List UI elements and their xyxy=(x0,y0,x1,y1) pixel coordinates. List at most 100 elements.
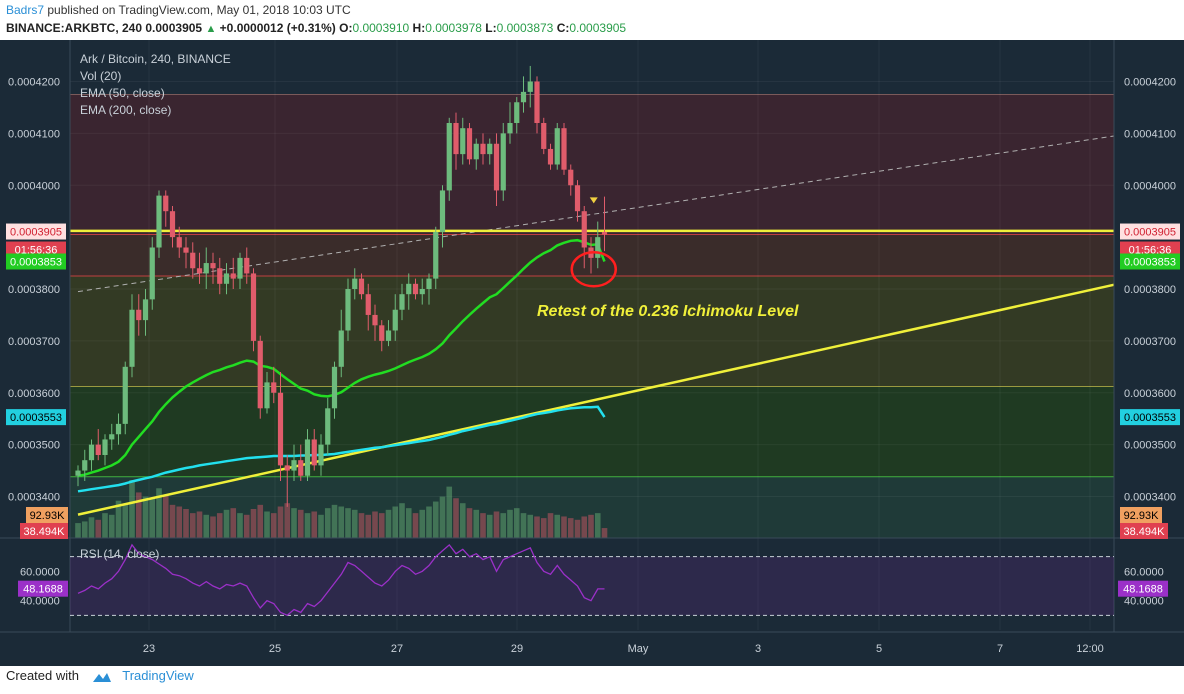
candle-body xyxy=(311,439,317,466)
volume-bar xyxy=(318,514,324,538)
candle-body xyxy=(284,465,290,471)
x-tick-label: 7 xyxy=(997,643,1003,655)
candle-body xyxy=(534,81,540,123)
annotation-text: Retest of the 0.236 Ichimoku Level xyxy=(537,303,799,320)
volume-bar xyxy=(149,498,156,538)
candle-body xyxy=(595,237,601,258)
fib-zone xyxy=(70,94,1114,235)
candle-body xyxy=(331,366,338,409)
volume-bar xyxy=(507,509,513,538)
price-badge-last-right xyxy=(1120,223,1180,240)
volume-bar xyxy=(392,506,399,538)
tradingview-link[interactable]: TradingView xyxy=(122,668,194,683)
x-tick-label: 3 xyxy=(755,643,761,655)
candle-body xyxy=(385,330,392,341)
y-tick-label-left: 0.0003800 xyxy=(8,284,60,296)
volume-bar xyxy=(493,511,500,538)
rsi-legend: RSI (14, close) xyxy=(80,547,160,561)
candle-body xyxy=(257,340,263,409)
volume-bar xyxy=(453,498,459,538)
volume-bar xyxy=(419,509,426,538)
candle-body xyxy=(601,231,608,235)
candle-body xyxy=(325,408,331,445)
volume-bar xyxy=(351,509,358,538)
close-value: 0.0003905 xyxy=(569,21,627,35)
candle-body xyxy=(453,123,459,155)
candle-body xyxy=(372,314,378,326)
candle-body xyxy=(352,278,358,289)
volume-bar xyxy=(466,508,473,538)
y-tick-label-right: 0.0003600 xyxy=(1124,388,1176,400)
rsi-badge-right xyxy=(1118,580,1168,597)
x-tick-label: 27 xyxy=(391,643,403,655)
x-tick-label: 29 xyxy=(511,643,523,655)
volume-bar xyxy=(547,513,554,538)
volume-bar xyxy=(446,486,453,538)
y-tick-label-left: 0.0003400 xyxy=(8,492,60,504)
created-with-label: Created with xyxy=(6,668,79,683)
volume-bar xyxy=(102,513,108,538)
candle-body xyxy=(392,309,398,331)
price-badge-last-right-text: 0.0003905 xyxy=(1124,227,1176,239)
volume-bar xyxy=(189,513,196,538)
volume-bar xyxy=(169,504,176,538)
y-tick-label-left: 0.0004000 xyxy=(8,180,60,192)
price-change: +0.0000012 (+0.31%) xyxy=(219,21,336,35)
ema200-badge-left xyxy=(6,409,66,426)
volume-bar xyxy=(412,513,419,538)
low-label: L: xyxy=(485,21,497,35)
rsi-tick-left: 40.0000 xyxy=(20,596,60,608)
volume-badge-a-right xyxy=(1120,507,1162,523)
candle-body xyxy=(156,195,162,248)
y-tick-label-left: 0.0004200 xyxy=(8,77,60,89)
candle-body xyxy=(109,434,115,440)
volume-bar xyxy=(581,516,588,538)
retest-circle xyxy=(570,251,617,288)
candle-body xyxy=(169,211,176,238)
high-label: H: xyxy=(412,21,426,35)
y-tick-label-right: 0.0003700 xyxy=(1124,336,1176,348)
candle-body xyxy=(304,439,311,476)
chart-svg[interactable]: Retest of the 0.236 Ichimoku Level 0.000… xyxy=(0,40,1184,666)
candle-body xyxy=(129,309,135,367)
author-link[interactable]: Badrs7 xyxy=(6,3,45,17)
candle-body xyxy=(122,366,128,424)
candle-body xyxy=(514,102,520,123)
yellow-trendline xyxy=(77,283,1114,516)
x-tick-label: 23 xyxy=(143,643,155,655)
down-arrow-icon xyxy=(589,197,598,204)
candle-body xyxy=(399,294,405,310)
price-badge-last-left xyxy=(6,223,66,240)
y-tick-label-right: 0.0004200 xyxy=(1124,77,1176,89)
candle-body xyxy=(446,123,452,191)
candle-body xyxy=(507,123,513,134)
last-price: 0.0003905 xyxy=(145,21,203,35)
candle-body xyxy=(244,257,250,274)
y-tick-label-left: 0.0004100 xyxy=(8,128,60,140)
volume-bar xyxy=(237,513,243,538)
rsi-badge-left-text: 48.1688 xyxy=(23,584,63,596)
volume-bar xyxy=(561,516,567,538)
volume-bar xyxy=(567,518,574,538)
chart-title: Ark / Bitcoin, 240, BINANCE xyxy=(80,52,231,66)
footer: Created with TradingView xyxy=(6,668,194,684)
volume-bar xyxy=(81,521,88,538)
chart-area[interactable]: Retest of the 0.236 Ichimoku Level 0.000… xyxy=(0,40,1184,666)
volume-bar xyxy=(500,513,507,538)
ema50-badge-right xyxy=(1120,253,1180,270)
candle-body xyxy=(142,299,149,321)
candle-body xyxy=(493,143,500,191)
candle-body xyxy=(277,392,284,466)
volume-badge-a-left-text: 92.93K xyxy=(30,510,66,522)
volume-bar xyxy=(338,506,345,538)
volume-bar xyxy=(264,511,270,538)
candle-body xyxy=(298,460,304,476)
volume-badge-b-left xyxy=(20,523,68,539)
candle-body xyxy=(561,128,567,170)
candle-body xyxy=(338,330,344,367)
candle-body xyxy=(500,133,506,191)
published-text: published on TradingView.com, May 01, 20… xyxy=(47,3,351,17)
candle-body xyxy=(88,444,95,461)
volume-bar xyxy=(284,503,291,538)
candle-body xyxy=(412,283,419,295)
